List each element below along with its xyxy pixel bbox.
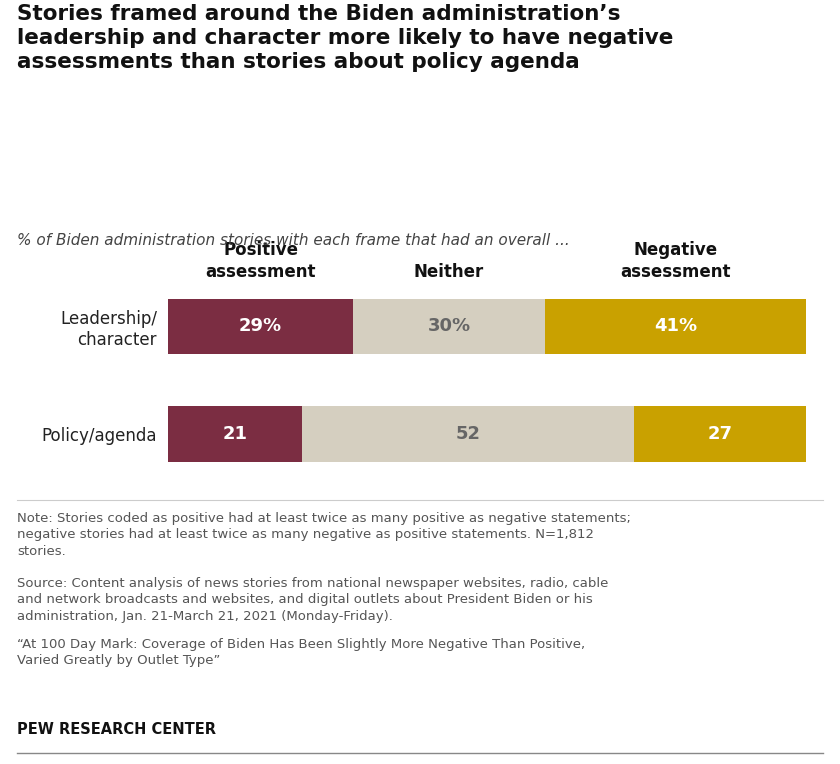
Text: 30%: 30% <box>428 317 470 335</box>
Text: Negative
assessment: Negative assessment <box>620 241 731 281</box>
Text: 29%: 29% <box>239 317 282 335</box>
Text: Note: Stories coded as positive had at least twice as many positive as negative : Note: Stories coded as positive had at l… <box>17 512 631 558</box>
Text: 21: 21 <box>223 425 248 443</box>
Text: 27: 27 <box>708 425 732 443</box>
Text: “At 100 Day Mark: Coverage of Biden Has Been Slightly More Negative Than Positiv: “At 100 Day Mark: Coverage of Biden Has … <box>17 638 585 668</box>
Bar <box>634 406 806 461</box>
Bar <box>168 299 353 354</box>
Text: Stories framed around the Biden administration’s
leadership and character more l: Stories framed around the Biden administ… <box>17 4 673 72</box>
Bar <box>353 299 544 354</box>
Bar <box>168 406 302 461</box>
Text: % of Biden administration stories with each frame that had an overall ...: % of Biden administration stories with e… <box>17 233 570 248</box>
Bar <box>544 299 806 354</box>
Text: Positive
assessment: Positive assessment <box>205 241 316 281</box>
Bar <box>302 406 634 461</box>
Text: Neither: Neither <box>414 264 484 281</box>
Text: 41%: 41% <box>654 317 697 335</box>
Text: PEW RESEARCH CENTER: PEW RESEARCH CENTER <box>17 722 216 737</box>
Text: Source: Content analysis of news stories from national newspaper websites, radio: Source: Content analysis of news stories… <box>17 577 608 623</box>
Text: 52: 52 <box>455 425 480 443</box>
